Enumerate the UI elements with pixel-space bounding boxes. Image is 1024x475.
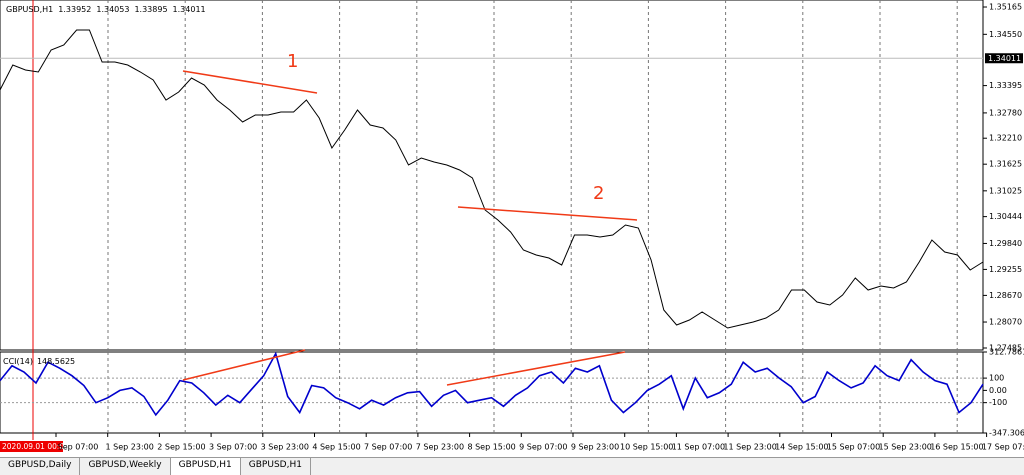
y-tick-label: 1.27485	[989, 344, 1022, 353]
x-tick-label: Sep 07:00	[58, 443, 99, 452]
trend-line	[446, 351, 626, 386]
y-tick-label: 1.28670	[989, 291, 1022, 300]
annotation: 1	[287, 51, 298, 72]
x-tick-label: 9 Sep 23:00	[571, 443, 619, 452]
y-tick-label: 1.34550	[989, 30, 1022, 39]
x-tick-label: 8 Sep 15:00	[467, 443, 515, 452]
x-tick-label: 15 Sep 07:00	[827, 443, 880, 452]
x-tick-label: 9 Sep 07:00	[519, 443, 567, 452]
y-tick-label: 1.29255	[989, 265, 1022, 274]
x-tick-label: 7 Sep 23:00	[416, 443, 464, 452]
y-tick-label: -347.3061	[989, 429, 1024, 438]
x-tick-label: 7 Sep 07:00	[364, 443, 412, 452]
cci-panel	[0, 351, 984, 434]
x-tick-label: 1 Sep 23:00	[106, 443, 154, 452]
x-tick-label: 14 Sep 15:00	[775, 443, 828, 452]
x-tick-label: 15 Sep 23:00	[878, 443, 931, 452]
x-tick-label: 11 Sep 23:00	[723, 443, 776, 452]
chart-tab[interactable]: GBPUSD,Daily	[0, 458, 81, 475]
y-tick-label: 1.32780	[989, 108, 1022, 117]
y-tick-label: 1.29840	[989, 239, 1022, 248]
header-value: 1.33952	[58, 5, 91, 14]
y-tick-label: -100	[989, 398, 1007, 407]
header-value: 1.33895	[134, 5, 167, 14]
annotation: 2	[593, 183, 604, 204]
start-time-box	[0, 441, 63, 452]
x-tick-label: 3 Sep 07:00	[209, 443, 257, 452]
y-tick-label: 1.28070	[989, 318, 1022, 327]
series-line	[0, 351, 984, 417]
last-price-box	[985, 53, 1023, 64]
x-tick-label: 17 Sep 07:00	[982, 443, 1024, 452]
last-price-label: 1.34011	[988, 54, 1021, 63]
panel-header: GBPUSD,H1 1.33952 1.34053 1.33895 1.34011	[6, 5, 206, 14]
y-tick-label: 1.31625	[989, 160, 1022, 169]
trend-line	[457, 206, 638, 221]
tab-bar: GBPUSD,Daily GBPUSD,Weekly GBPUSD,H1 GBPUSD…	[0, 457, 1024, 475]
cci-value: 148.5625	[37, 357, 75, 366]
series-line	[0, 29, 984, 329]
y-tick-label: 1.31025	[989, 186, 1022, 195]
start-time-label: 2020.09.01 00:00	[2, 442, 69, 451]
panel-header: CCI(14) 148.5625	[3, 357, 75, 366]
panel-title: CCI(14)	[3, 357, 33, 366]
y-tick-label: 1.33395	[989, 81, 1022, 90]
chart-tab[interactable]: GBPUSD,Weekly	[80, 458, 171, 475]
chart: 1.35165 1.34550 1.33395 1.32780 1.32210 1.316…	[0, 0, 1024, 452]
y-tick-label: 1.35165	[989, 3, 1022, 12]
x-tick-label: 2 Sep 15:00	[157, 443, 205, 452]
y-tick-label: 100	[989, 374, 1004, 383]
y-tick-label: 1.30444	[989, 212, 1022, 221]
chart-tab[interactable]: GBPUSD,H1	[170, 458, 241, 475]
trend-line	[182, 349, 306, 381]
price-panel	[0, 0, 984, 351]
x-tick-label: 16 Sep 15:00	[930, 443, 983, 452]
y-tick-label: 312.7861	[989, 348, 1024, 357]
x-tick-label: 10 Sep 15:00	[620, 443, 673, 452]
x-tick-label: 11 Sep 07:00	[672, 443, 725, 452]
trend-line	[182, 70, 318, 94]
chart-tab[interactable]: GBPUSD,H1	[241, 458, 311, 475]
y-tick-label: 1.32210	[989, 134, 1022, 143]
panel-title: GBPUSD,H1	[6, 5, 53, 14]
y-tick-label: 0.00	[989, 386, 1007, 395]
header-value: 1.34011	[173, 5, 206, 14]
x-tick-label: 4 Sep 15:00	[312, 443, 360, 452]
header-value: 1.34053	[96, 5, 129, 14]
x-tick-label: 3 Sep 23:00	[261, 443, 309, 452]
